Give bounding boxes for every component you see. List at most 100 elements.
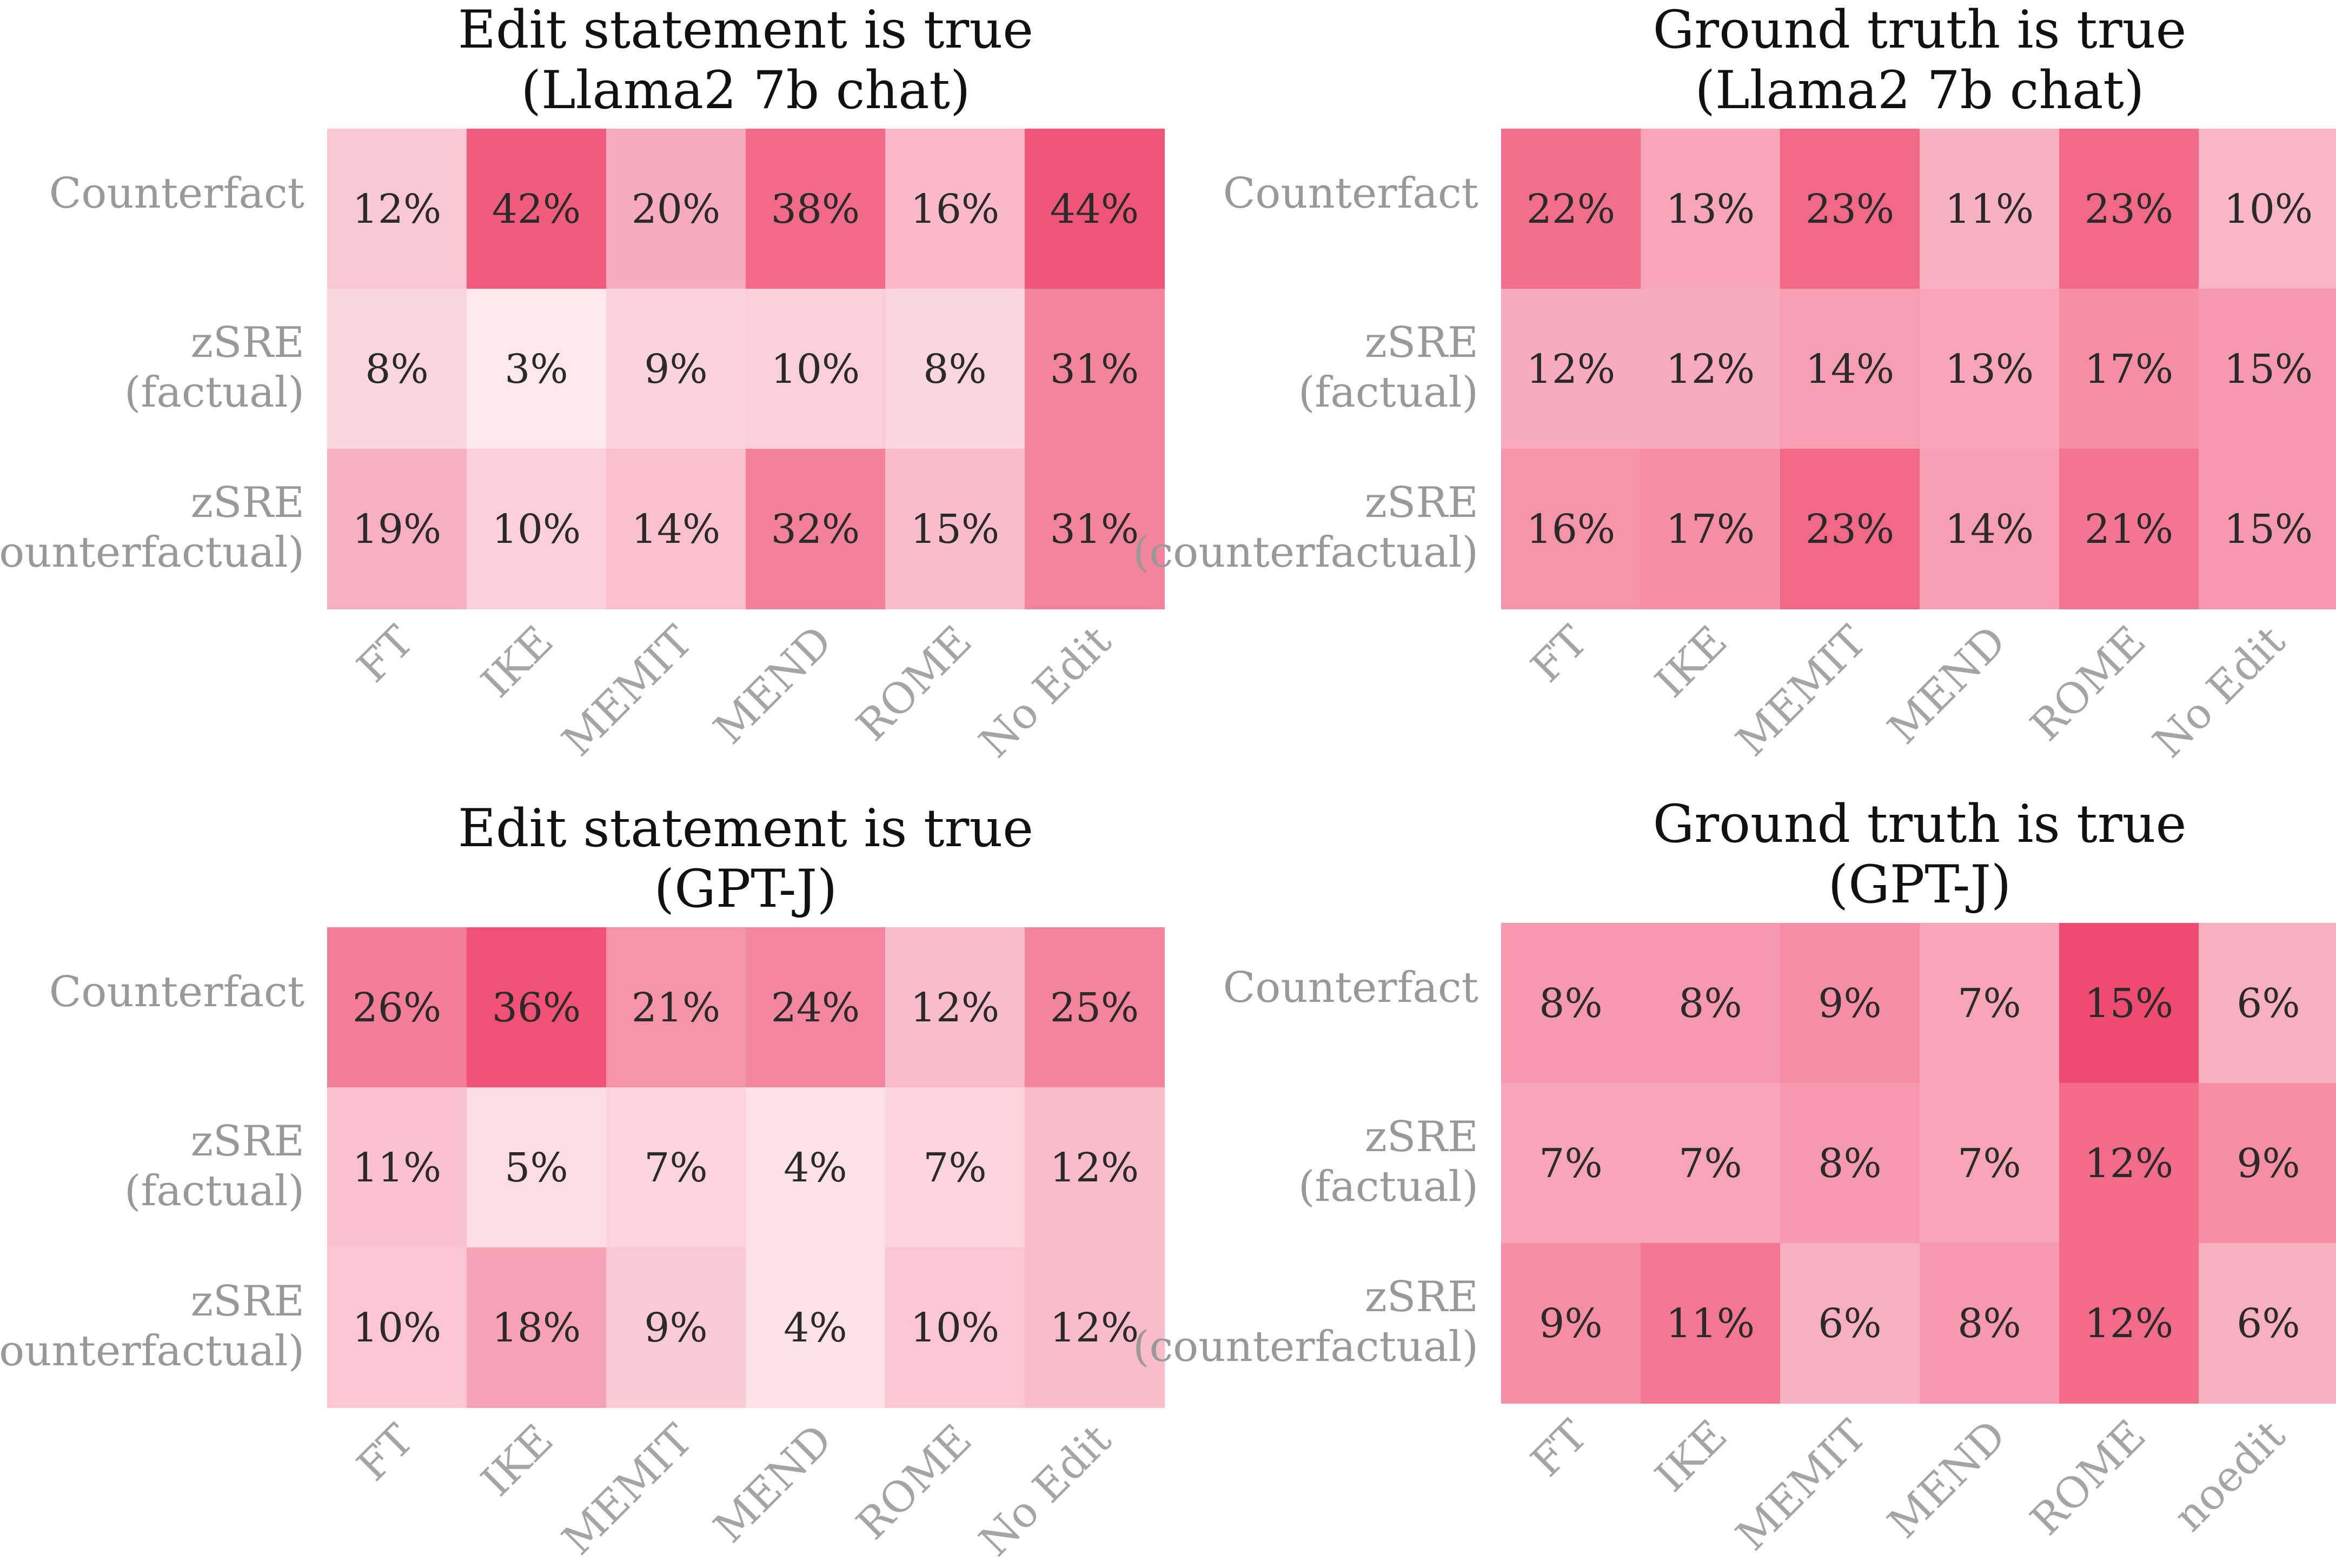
heatmap-cell (1780, 1083, 1920, 1244)
column-label: noedit (2165, 1411, 2294, 1541)
cell-value-label: 9% (644, 346, 707, 393)
cell-value-label: 17% (2085, 346, 2173, 393)
row-label: Counterfact (1223, 964, 1478, 1012)
cell-value-label: 11% (1945, 186, 2034, 232)
heatmap-cell (327, 1247, 467, 1408)
cell-value-label: 8% (365, 346, 428, 393)
heatmap-cell (1920, 1083, 2060, 1244)
heatmap-cell (746, 129, 886, 289)
heatmap-cell (1780, 129, 1920, 289)
heatmap-cell (1025, 449, 1165, 609)
cell-value-label: 42% (492, 186, 581, 232)
cell-value-label: 31% (1050, 506, 1139, 553)
cell-value-label: 21% (632, 985, 720, 1031)
heatmap-panel-1: Edit statement is true(Llama2 7b chat) 12… (0, 0, 1165, 767)
panel-subtitle: (GPT-J) (1828, 854, 2012, 915)
column-label: IKE (473, 617, 563, 707)
heatmap-cell (746, 289, 886, 449)
heatmap-cell (467, 1087, 607, 1248)
column-label: ROME (2021, 1411, 2155, 1545)
row-label-sub: (factual) (1298, 368, 1478, 417)
heatmap-cell (467, 927, 607, 1088)
heatmap-cell (746, 1087, 886, 1248)
cell-value-label: 16% (911, 186, 999, 232)
cell-value-label: 4% (784, 1305, 847, 1351)
cell-value-label: 25% (1050, 985, 1139, 1031)
panel-title: Ground truth is true (1653, 794, 2187, 854)
heatmap-cell (1641, 923, 1781, 1084)
heatmap-cell (606, 289, 746, 449)
row-label: zSRE (191, 1117, 304, 1166)
heatmap-cell (885, 1247, 1025, 1408)
heatmap-cell (2059, 1243, 2199, 1404)
cell-value-label: 8% (1818, 1140, 1881, 1187)
cell-value-label: 12% (2085, 1300, 2173, 1347)
cell-value-label: 12% (2085, 1140, 2173, 1187)
cell-value-label: 14% (1806, 346, 1894, 393)
heatmap-cell (2059, 923, 2199, 1084)
heatmap-cell (327, 289, 467, 449)
heatmap-cell (746, 449, 886, 609)
cell-value-label: 10% (353, 1305, 441, 1351)
cell-value-label: 13% (1666, 186, 1755, 232)
heatmap-cell (1641, 289, 1781, 449)
cell-value-label: 10% (2224, 186, 2313, 232)
cell-value-label: 22% (1527, 186, 1615, 232)
heatmap-cell (1920, 1243, 2060, 1404)
row-label-sub: (counterfactual) (1133, 528, 1478, 577)
column-label: No Edit (970, 617, 1120, 767)
cell-value-label: 21% (2085, 506, 2173, 553)
cell-value-label: 20% (632, 186, 720, 232)
heatmap-panel-2: Ground truth is true(Llama2 7b chat) 22% 1… (1133, 0, 2336, 767)
column-label: MEMIT (553, 1416, 702, 1564)
panel-subtitle: (Llama2 7b chat) (521, 60, 971, 121)
heatmap-cell (1920, 923, 2060, 1084)
cell-value-label: 15% (2224, 506, 2313, 553)
cell-value-label: 3% (505, 346, 568, 393)
cell-value-label: 12% (353, 186, 441, 232)
cell-value-label: 8% (923, 346, 986, 393)
cell-value-label: 10% (492, 506, 581, 553)
cell-value-label: 12% (1050, 1305, 1139, 1351)
cell-value-label: 9% (644, 1305, 707, 1351)
column-label: IKE (1647, 617, 1737, 707)
cell-value-label: 15% (911, 506, 999, 553)
heatmap-cell (1920, 289, 2060, 449)
column-label: MEMIT (553, 617, 702, 766)
row-label-sub: (counterfactual) (1133, 1323, 1478, 1371)
heatmap-cell (1025, 1087, 1165, 1248)
heatmap-panel-3: Edit statement is true(GPT-J) 26% 36% 21% 24… (0, 798, 1165, 1566)
heatmap-cell (746, 927, 886, 1088)
row-label: Counterfact (1223, 169, 1478, 218)
cell-value-label: 44% (1050, 186, 1139, 232)
cell-value-label: 23% (2085, 186, 2173, 232)
cell-value-label: 7% (1957, 980, 2021, 1027)
heatmap-cell (746, 1247, 886, 1408)
row-label: zSRE (1365, 318, 1478, 367)
heatmap-cell (1501, 1243, 1641, 1404)
row-label-sub: (factual) (1298, 1162, 1478, 1211)
heatmap-cell (1025, 129, 1165, 289)
cell-value-label: 31% (1050, 346, 1139, 393)
heatmap-cell (327, 449, 467, 609)
heatmap-cell (1780, 289, 1920, 449)
row-label-sub: (factual) (124, 368, 304, 417)
column-label: FT (348, 1416, 423, 1491)
heatmap-cell (2199, 449, 2336, 609)
cell-value-label: 8% (1957, 1300, 2021, 1347)
cell-value-label: 8% (1678, 980, 1742, 1027)
heatmap-cell (885, 927, 1025, 1088)
row-label: zSRE (1365, 479, 1478, 527)
cell-value-label: 10% (771, 346, 860, 393)
row-label: Counterfact (49, 169, 304, 218)
heatmap-cell (2059, 289, 2199, 449)
cell-value-label: 14% (1945, 506, 2034, 553)
column-label: FT (1522, 617, 1597, 692)
heatmap-cell (606, 449, 746, 609)
heatmap-cell (885, 289, 1025, 449)
cell-value-label: 12% (1666, 346, 1755, 393)
cell-value-label: 8% (1539, 980, 1602, 1027)
heatmap-cell (606, 129, 746, 289)
row-label-sub: (counterfactual) (0, 1327, 304, 1376)
cell-value-label: 9% (1818, 980, 1881, 1027)
